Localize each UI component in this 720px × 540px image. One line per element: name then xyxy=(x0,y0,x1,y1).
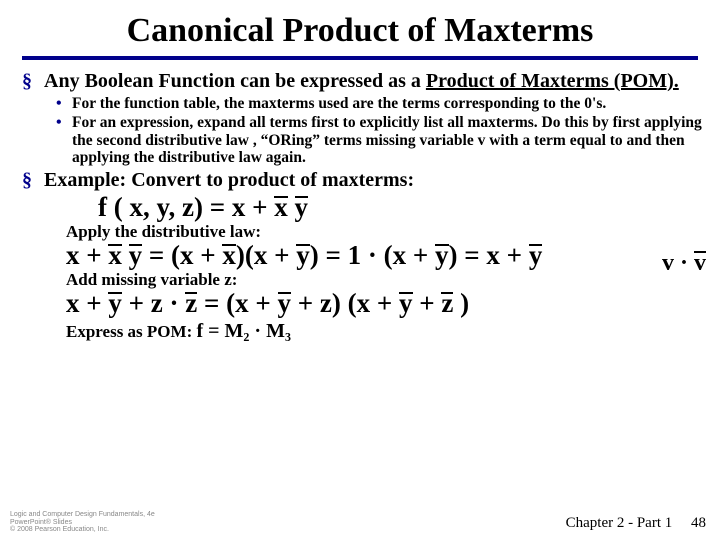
express-pre: Express as POM: xyxy=(66,322,197,341)
footer-line3: © 2008 Pearson Education, Inc. xyxy=(10,526,155,534)
footer-copyright: Logic and Computer Design Fundamentals, … xyxy=(10,511,155,534)
bullet-1: Any Boolean Function can be expressed as… xyxy=(44,70,702,167)
slide-container: Canonical Product of Maxterms Any Boolea… xyxy=(0,0,720,540)
sub-bullet-2: For an expression, expand all terms firs… xyxy=(72,114,702,167)
note-apply-distributive: Apply the distributive law: xyxy=(18,222,702,242)
footer-chapter: Chapter 2 - Part 1 xyxy=(566,515,673,531)
note-express-pom: Express as POM: f = M₂ · M₃ xyxy=(18,320,702,343)
express-eq: f = M₂ · M₃ xyxy=(197,320,291,342)
bullet-list: Any Boolean Function can be expressed as… xyxy=(18,70,702,192)
sub-bullet-list: For the function table, the maxterms use… xyxy=(44,95,702,167)
footer-page-info: Chapter 2 - Part 1 48 xyxy=(566,515,706,532)
bullet-2: Example: Convert to product of maxterms: xyxy=(44,169,702,192)
sub-bullet-1: For the function table, the maxterms use… xyxy=(72,95,702,113)
note-add-z: Add missing variable z: xyxy=(18,270,702,290)
equation-2: x + x y = (x + x)(x + y) = 1 · (x + y) =… xyxy=(18,242,702,269)
equation-1: f ( x, y, z) = x + x y xyxy=(18,194,702,221)
equation-3: x + y + z · z = (x + y + z) (x + y + z ) xyxy=(18,290,702,317)
bullet-1-underlined: Product of Maxterms (POM). xyxy=(426,70,679,92)
title-divider xyxy=(22,56,698,60)
footer-page: 48 xyxy=(691,515,706,531)
slide-title: Canonical Product of Maxterms xyxy=(18,12,702,50)
bullet-1-pre: Any Boolean Function can be expressed as… xyxy=(44,70,426,92)
inline-v-dot-vbar: v · v xyxy=(662,250,706,277)
footer-line1: Logic and Computer Design Fundamentals, … xyxy=(10,511,155,519)
